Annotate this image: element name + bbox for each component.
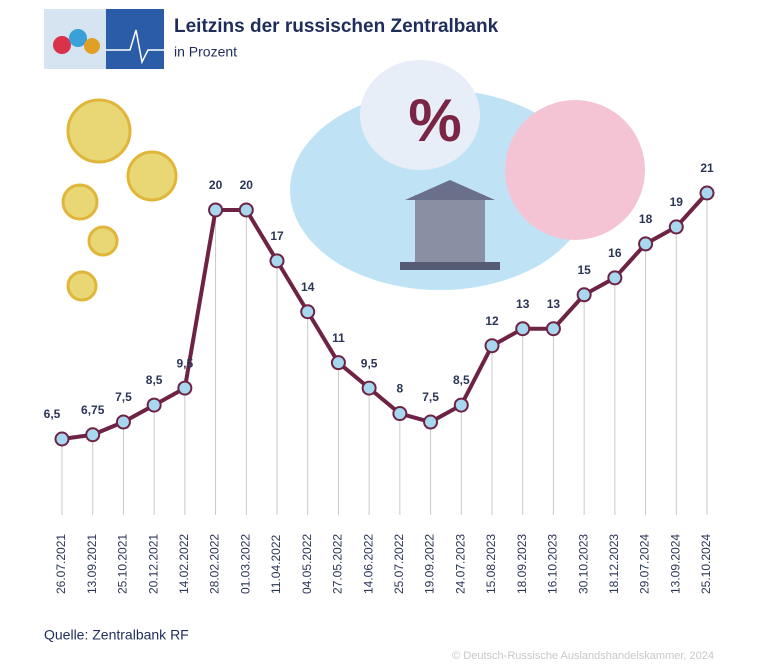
marker [515,321,531,337]
x-tick-label: 26.07.2021 [54,534,68,594]
value-label: 18 [639,212,653,226]
marker [392,406,408,422]
header-logo [44,9,164,69]
coins [61,98,178,302]
marker [177,380,193,396]
value-label: 6,75 [81,403,105,417]
x-tick-label: 25.07.2022 [392,534,406,594]
value-label: 16 [608,246,622,260]
value-label: 9,5 [177,356,194,370]
value-label: 8,5 [453,373,470,387]
x-tick-label: 13.09.2024 [668,534,682,594]
marker [85,427,101,443]
value-label: 20 [240,178,254,192]
x-tick-label: 28.02.2022 [208,534,222,594]
value-label: 13 [547,297,561,311]
value-label: 7,5 [115,390,132,404]
value-label: 12 [485,314,499,328]
series-line [61,191,709,441]
marker [330,355,346,371]
value-label: 17 [270,229,284,243]
marker [484,338,500,354]
x-tick-label: 25.10.2021 [116,534,130,594]
value-label: 11 [332,331,345,345]
x-tick-label: 01.03.2022 [238,534,252,594]
copyright: © Deutsch-Russische Auslandshandelskamme… [452,650,714,662]
marker [699,185,715,201]
value-label: 15 [577,263,591,277]
x-tick-label: 19.09.2022 [423,534,437,594]
value-label: 8 [397,382,404,396]
value-label: 19 [670,195,684,209]
marker [115,414,131,430]
x-tick-label: 18.09.2023 [515,534,529,594]
x-tick-label: 14.02.2022 [177,534,191,594]
x-tick-label: 18.12.2023 [607,534,621,594]
marker [238,202,254,218]
x-tick-label: 04.05.2022 [300,534,314,594]
x-tick-label: 25.10.2024 [699,534,713,594]
x-tick-label: 29.07.2024 [638,534,652,594]
x-tick-label: 11.04.2022 [269,535,283,594]
x-tick-label: 24.07.2023 [453,534,467,594]
x-tick-label: 16.10.2023 [546,534,560,594]
marker [453,397,469,413]
marker [361,380,377,396]
marker [423,414,439,430]
x-tick-label: 14.06.2022 [361,534,375,594]
value-label: 13 [516,297,530,311]
marker [208,202,224,218]
value-label: 20 [209,178,223,192]
value-label: 14 [301,280,315,294]
value-label: 9,5 [361,356,378,370]
marker [576,287,592,303]
value-label: 21 [700,161,714,175]
marker [668,219,684,235]
source: Quelle: Zentralbank RF [44,627,189,643]
marker [300,304,316,320]
marker [545,321,561,337]
marker [638,236,654,252]
svg-text:%: % [408,87,461,154]
marker [269,253,285,269]
x-tick-label: 27.05.2022 [331,534,345,594]
marker [146,397,162,413]
marker [54,431,70,447]
x-tick-label: 13.09.2021 [85,534,99,594]
value-label: 8,5 [146,373,163,387]
value-label: 7,5 [422,390,439,404]
marker [607,270,623,286]
chart-title: Leitzins der russischen Zentralbank [174,16,499,37]
value-label: 6,5 [44,407,61,421]
x-tick-label: 15.08.2023 [484,534,498,594]
chart-subtitle: in Prozent [174,44,237,60]
illustration: % [290,60,645,290]
x-tick-label: 30.10.2023 [576,534,590,594]
x-tick-label: 20.12.2021 [146,534,160,594]
